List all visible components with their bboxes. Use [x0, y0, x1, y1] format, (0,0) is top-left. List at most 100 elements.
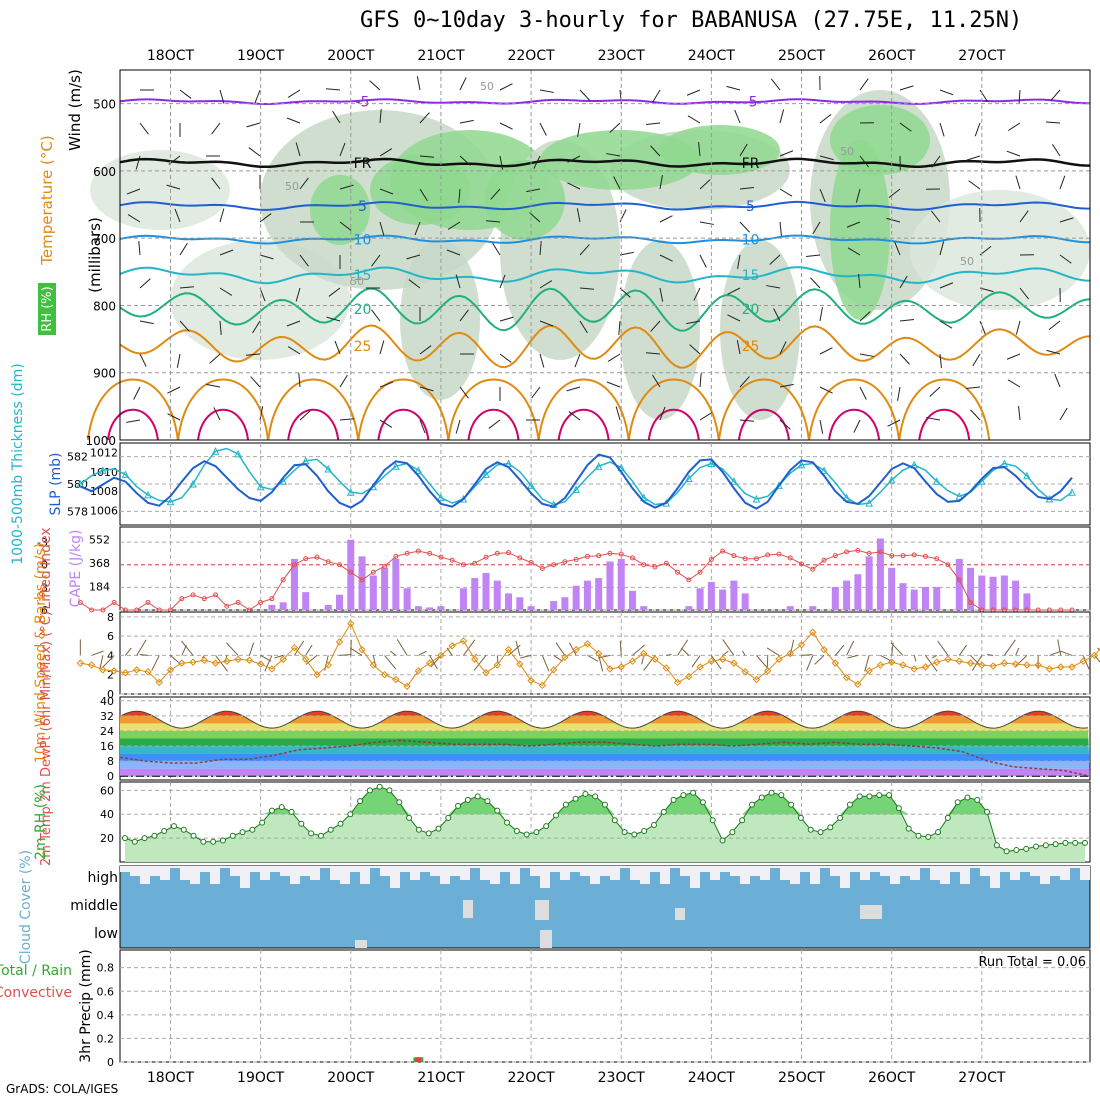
temp-band	[120, 746, 1090, 754]
top-x-tick-label: 24OCT	[688, 48, 736, 64]
wind-barb	[419, 345, 432, 355]
thickness-point	[437, 493, 445, 502]
wind-speed-point	[223, 657, 231, 665]
wind-barb	[615, 406, 621, 421]
rh-point	[190, 832, 197, 839]
li-point	[810, 566, 816, 572]
temp-contour-15	[119, 266, 1091, 285]
wind-barb	[568, 411, 581, 421]
rh-point	[474, 793, 481, 800]
wind-barb	[1048, 320, 1061, 331]
rh-point	[856, 793, 863, 800]
li-point	[77, 599, 83, 605]
wind-barb	[577, 122, 581, 137]
rh-point	[954, 799, 961, 806]
wind-barb	[574, 353, 581, 368]
li-point	[889, 553, 895, 559]
rh-contour-label: 50	[480, 80, 494, 93]
cloud-high-gap	[340, 866, 350, 884]
wind-barb	[659, 254, 673, 262]
rh-point	[915, 832, 922, 839]
wind-barb	[722, 650, 729, 656]
cape-bar	[910, 589, 918, 610]
wind-barb	[810, 277, 821, 289]
thickness-point	[189, 479, 197, 488]
temp-contour-25	[119, 324, 1091, 369]
li-point	[855, 547, 861, 553]
li-point	[190, 592, 196, 598]
thickness-point	[797, 460, 806, 469]
thickness-tick: 578	[67, 505, 88, 518]
wind-speed-point	[899, 661, 907, 669]
wind-barb	[931, 654, 937, 659]
cloud-high-gap	[190, 866, 200, 884]
wind-barb	[419, 155, 434, 158]
cape-bar	[831, 587, 839, 610]
rh-point	[553, 812, 560, 819]
wind-barb	[541, 655, 550, 672]
rh-point	[317, 832, 324, 839]
li-point	[922, 553, 928, 559]
wind-barb	[447, 221, 461, 230]
li-point	[517, 555, 523, 561]
rh-point	[621, 829, 628, 836]
cape-bar	[324, 604, 332, 610]
wind-barb	[939, 353, 942, 368]
temp-contour-5	[119, 200, 1091, 211]
wind-barb	[259, 254, 274, 260]
wind-speed-point	[166, 666, 175, 674]
wind-barb	[1046, 349, 1061, 355]
wind-barb	[727, 314, 741, 322]
rh-point	[415, 826, 422, 833]
rh-point	[592, 793, 599, 800]
wind-barb	[646, 352, 661, 355]
li-point	[765, 552, 771, 558]
wind-barb	[652, 374, 661, 388]
temp-contour-label: 15	[354, 268, 372, 284]
wind-barb	[819, 386, 833, 394]
wind-speed-point	[944, 655, 952, 663]
cape-bar	[899, 583, 907, 610]
cloud-high-gap	[380, 866, 390, 876]
wind-barb	[264, 655, 273, 672]
wind-barb	[972, 353, 981, 367]
wind-barb	[133, 386, 141, 400]
wind-barb	[568, 642, 577, 656]
cloud-high-gap	[590, 866, 600, 884]
thickness-point	[865, 499, 873, 507]
rh-point	[935, 829, 942, 836]
li-point	[235, 599, 241, 605]
temp-band	[120, 715, 1090, 724]
wind-barb	[379, 340, 385, 355]
wind-speed-point	[955, 657, 963, 665]
thickness-point	[820, 466, 828, 474]
thickness-point	[346, 488, 355, 496]
wind-speed-point	[347, 619, 355, 628]
cape-bar	[403, 588, 411, 610]
wind-barb	[390, 650, 397, 656]
wind-barb	[369, 80, 381, 91]
wind-speed-point	[685, 672, 693, 681]
wind-barb	[1049, 650, 1062, 656]
thickness-label: 1000-500mb Thickness (dm)	[10, 363, 26, 564]
wind-barb	[687, 115, 701, 124]
li-point	[438, 554, 444, 560]
li-point	[900, 553, 906, 559]
wind-barb	[531, 386, 541, 399]
rh-point	[533, 829, 540, 836]
wind-speed-point	[155, 678, 163, 687]
rh-point	[582, 790, 589, 797]
li-point	[427, 550, 433, 556]
rh-area-15	[485, 160, 565, 240]
li-point	[753, 556, 759, 562]
rh-point	[219, 837, 226, 844]
cape-bar	[561, 597, 569, 610]
wind-barb	[1059, 217, 1074, 223]
cloud-high-gap	[260, 866, 270, 880]
wind-barb	[739, 376, 750, 388]
cloud-high-gap	[1050, 866, 1060, 876]
cloud-high-gap	[560, 866, 570, 880]
rh-point	[170, 823, 177, 830]
wind-barb	[666, 654, 672, 656]
rh-point	[1082, 839, 1088, 846]
